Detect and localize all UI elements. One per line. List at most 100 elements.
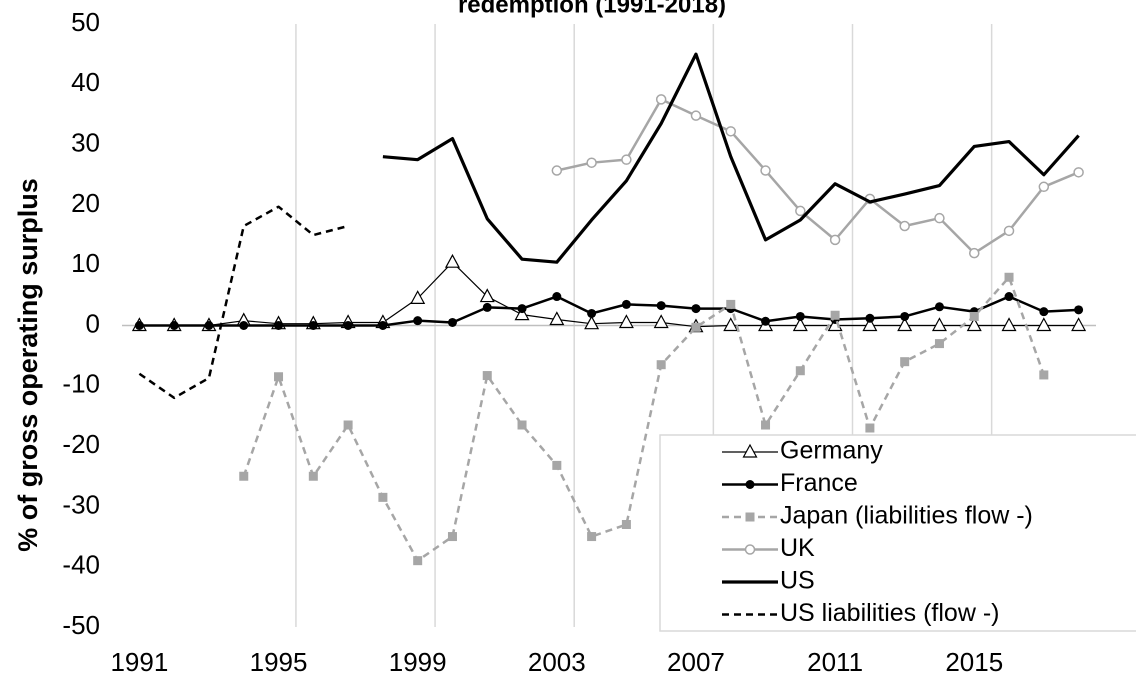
marker xyxy=(274,321,284,330)
marker xyxy=(447,532,457,542)
y-tick-label: 30 xyxy=(71,127,100,157)
series-line xyxy=(139,261,1079,328)
y-tick-label: 50 xyxy=(71,7,100,37)
marker xyxy=(792,317,808,332)
marker xyxy=(587,308,597,318)
legend-label: Japan (liabilities flow -) xyxy=(780,502,1033,530)
marker xyxy=(862,317,878,332)
marker xyxy=(865,423,875,433)
marker xyxy=(795,205,806,217)
marker xyxy=(966,317,982,332)
x-tick-label: 2011 xyxy=(807,647,863,677)
marker xyxy=(618,314,634,329)
marker xyxy=(549,311,565,326)
legend-label: US xyxy=(780,567,815,595)
marker xyxy=(621,299,631,309)
marker xyxy=(931,317,947,332)
y-tick-label: -20 xyxy=(62,429,100,459)
series-line xyxy=(242,276,1045,562)
marker xyxy=(897,317,913,332)
y-tick-label: -10 xyxy=(62,369,100,399)
marker xyxy=(552,460,562,470)
marker xyxy=(934,302,944,312)
marker xyxy=(517,304,527,314)
marker xyxy=(969,247,980,259)
y-tick-label: -40 xyxy=(62,550,100,580)
marker xyxy=(586,157,597,168)
chart-title: redemption (1991-2018) xyxy=(458,0,726,18)
x-tick-label: 1999 xyxy=(389,647,447,677)
marker xyxy=(1071,317,1087,332)
marker xyxy=(239,471,249,481)
marker xyxy=(1038,181,1050,193)
marker xyxy=(656,360,666,370)
series-line xyxy=(556,98,1080,255)
marker xyxy=(204,321,214,330)
marker xyxy=(900,311,910,321)
marker xyxy=(655,94,667,105)
marker xyxy=(934,339,944,349)
marker xyxy=(761,420,771,430)
marker xyxy=(482,302,492,312)
marker xyxy=(1036,317,1052,332)
marker xyxy=(795,366,805,376)
marker xyxy=(900,357,910,367)
marker xyxy=(239,321,249,330)
marker xyxy=(551,165,563,176)
marker xyxy=(378,321,388,330)
marker xyxy=(410,290,426,304)
marker xyxy=(761,316,771,326)
marker xyxy=(795,311,805,321)
series-line xyxy=(138,205,349,400)
marker xyxy=(653,314,669,329)
legend-label: UK xyxy=(780,534,815,562)
legend-label: Germany xyxy=(780,437,883,465)
marker xyxy=(969,311,979,321)
marker xyxy=(744,544,756,555)
x-tick-label: 1995 xyxy=(250,647,308,677)
marker xyxy=(1003,225,1015,237)
series-line xyxy=(382,52,1080,264)
marker xyxy=(621,519,631,529)
marker xyxy=(1073,167,1084,178)
x-tick-label: 1991 xyxy=(110,647,168,677)
marker xyxy=(726,299,736,309)
marker xyxy=(690,110,702,121)
marker xyxy=(1001,317,1017,332)
marker xyxy=(413,556,423,566)
marker xyxy=(760,165,771,176)
marker xyxy=(514,306,530,321)
marker xyxy=(1004,292,1014,302)
y-tick-label: 0 xyxy=(86,308,100,338)
marker xyxy=(584,315,600,330)
marker xyxy=(1039,370,1049,380)
marker xyxy=(745,480,755,489)
marker xyxy=(1004,272,1014,282)
y-axis-label: % of gross operating surplus xyxy=(13,178,43,552)
marker xyxy=(378,492,388,502)
marker xyxy=(447,317,457,327)
marker xyxy=(723,317,739,332)
marker xyxy=(444,253,460,268)
y-tick-label: 10 xyxy=(71,248,100,278)
legend-label: France xyxy=(780,469,858,497)
marker xyxy=(482,371,492,381)
marker xyxy=(517,420,527,430)
y-tick-label: -30 xyxy=(62,489,100,519)
series-line xyxy=(139,295,1079,327)
y-tick-label: 40 xyxy=(71,67,100,97)
marker xyxy=(479,288,495,303)
marker xyxy=(587,532,597,542)
marker xyxy=(1074,305,1084,315)
marker xyxy=(1039,307,1049,317)
marker xyxy=(691,322,701,332)
marker xyxy=(343,420,353,430)
marker xyxy=(656,301,666,311)
y-tick-label: -50 xyxy=(62,610,100,640)
marker xyxy=(274,372,284,382)
marker xyxy=(308,471,318,481)
marker xyxy=(552,292,562,302)
marker xyxy=(865,313,875,323)
marker xyxy=(742,443,758,458)
